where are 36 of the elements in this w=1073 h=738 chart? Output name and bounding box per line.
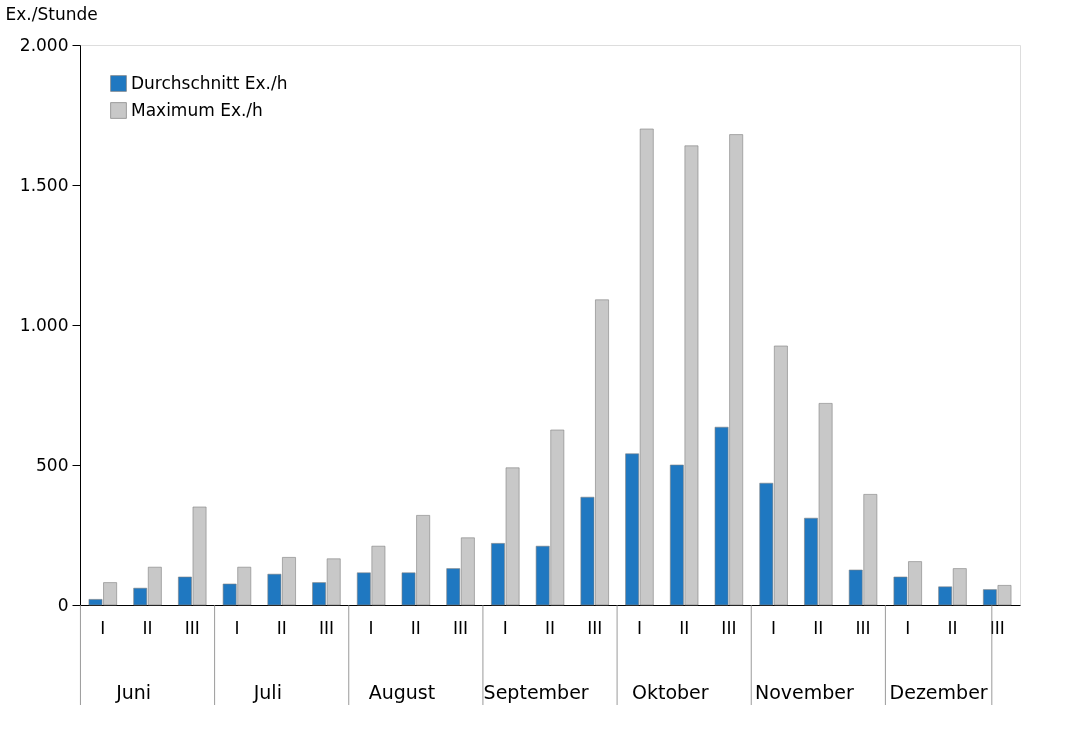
x-tick-label: II (142, 617, 153, 638)
legend-label: Maximum Ex./h (131, 99, 263, 120)
x-tick-label: II (276, 617, 287, 638)
x-tick-label: I (771, 617, 777, 638)
x-tick-label: II (813, 617, 824, 638)
x-tick-label: I (636, 617, 642, 638)
x-tick-label: I (100, 617, 106, 638)
text: Juni (115, 681, 152, 703)
y-tick-label: 500 (36, 454, 69, 475)
x-tick-label: II (544, 617, 556, 638)
x-tick-label: II (679, 617, 690, 638)
text: September (483, 681, 589, 703)
text: Dezember (889, 681, 988, 703)
x-tick-label: I (502, 617, 508, 638)
y-tick-label: 2.000 (19, 34, 69, 55)
x-tick-label: I (368, 617, 374, 638)
text: Juli (252, 681, 282, 703)
x-tick-label: II (947, 617, 958, 638)
x-tick-label: III (721, 617, 737, 638)
legend-label: Durchschnitt Ex./h (131, 72, 288, 93)
x-tick-label: I (905, 617, 911, 638)
x-tick-label: III (587, 617, 603, 638)
y-tick-label: 1.000 (19, 314, 69, 335)
x-tick-label: III (453, 617, 469, 638)
text: August (368, 681, 436, 703)
y-tick-label: 0 (57, 594, 69, 615)
x-tick-label: III (318, 617, 334, 638)
x-tick-label: II (410, 617, 421, 638)
y-tick-label: 1.500 (19, 174, 69, 195)
y-axis-title: Ex./Stunde (5, 3, 98, 24)
x-tick-label: III (855, 617, 871, 638)
x-tick-label: III (184, 617, 200, 638)
text: Oktober (632, 681, 709, 703)
text: November (755, 681, 855, 703)
x-tick-label: I (234, 617, 240, 638)
x-tick-label: III (989, 617, 1005, 638)
